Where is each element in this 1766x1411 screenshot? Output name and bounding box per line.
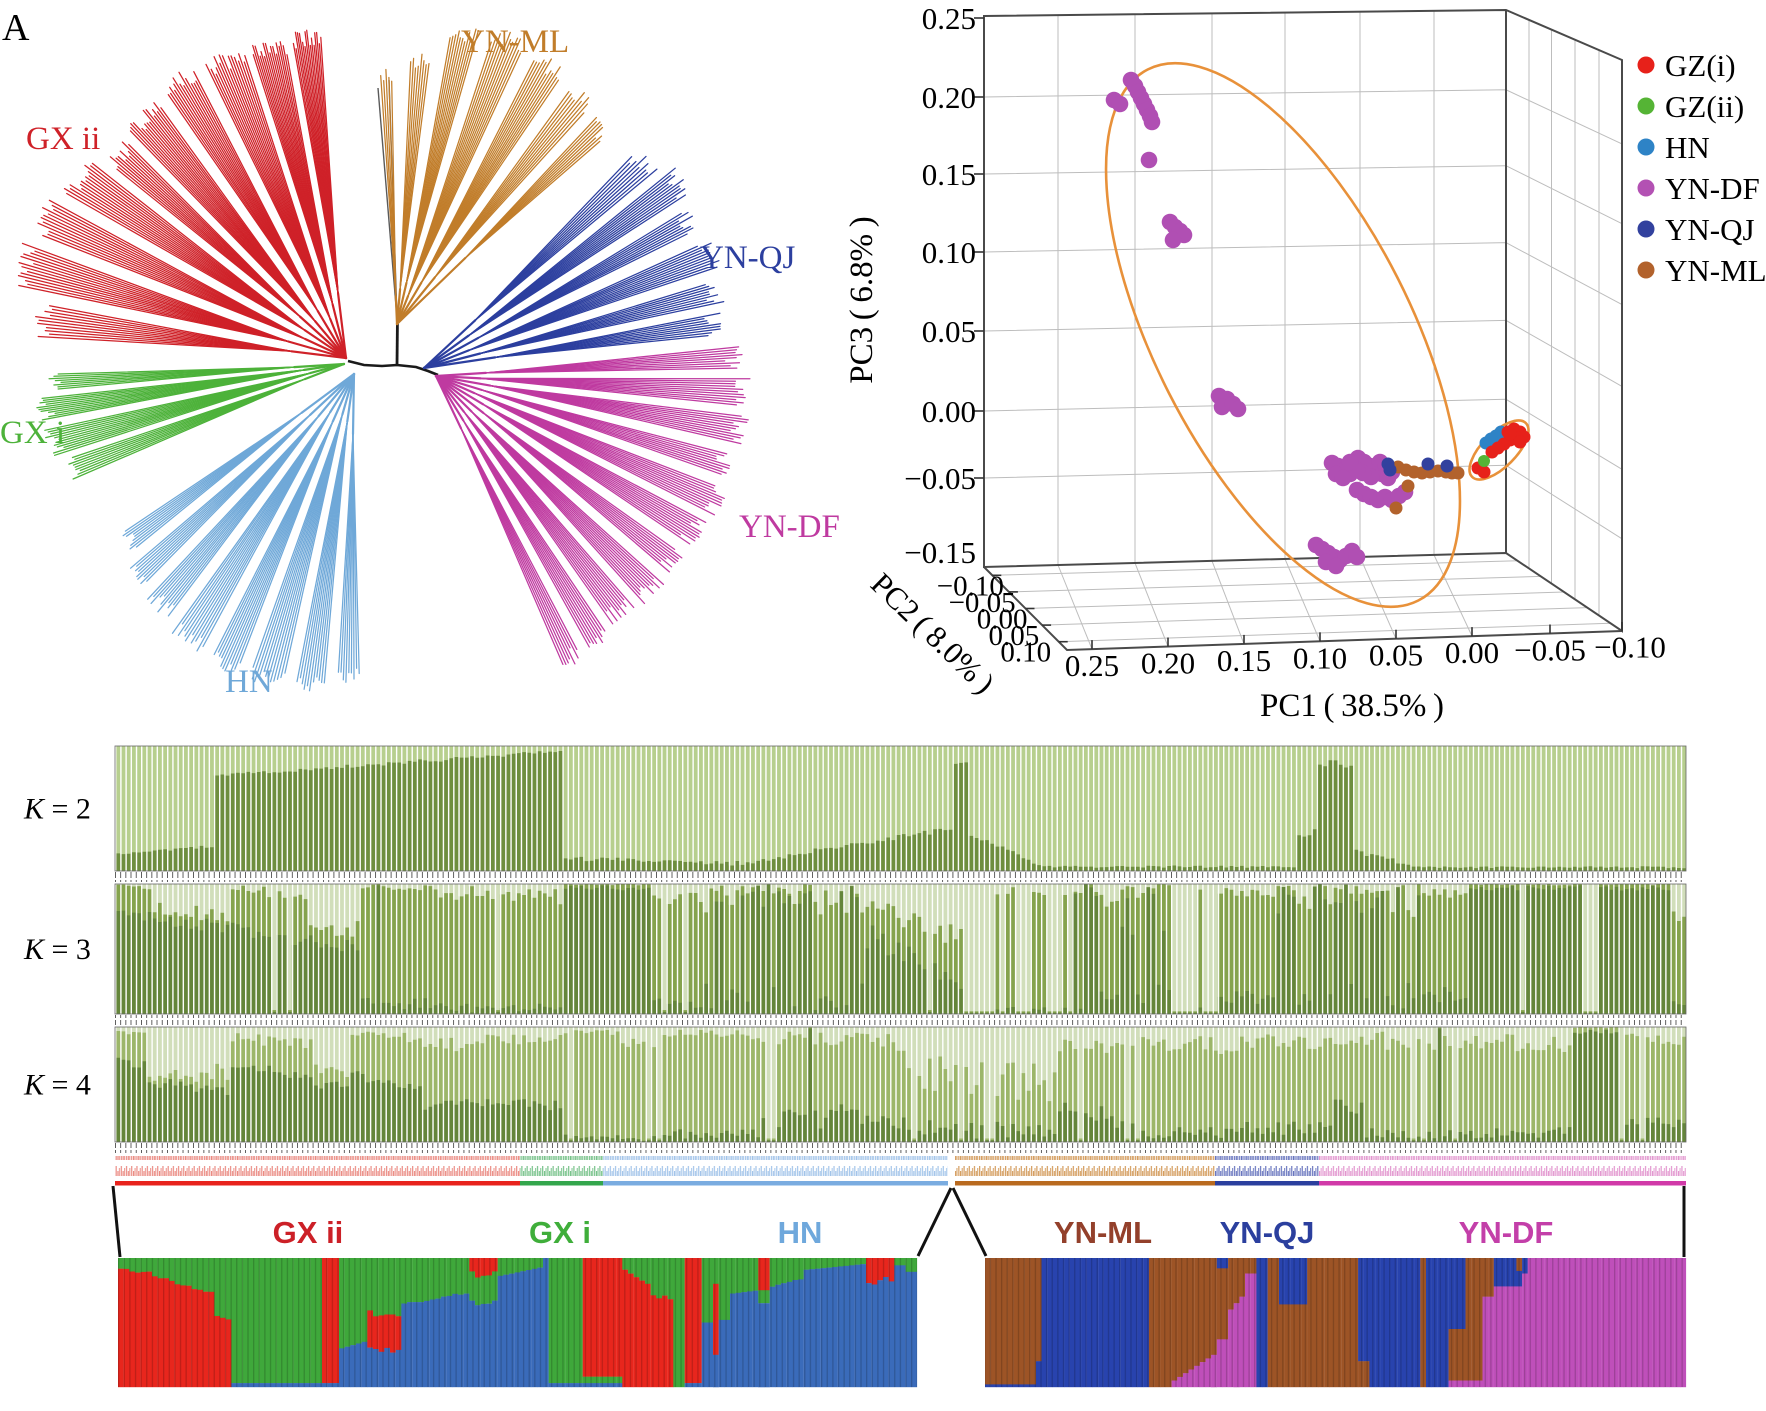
svg-text:YN-DF: YN-DF	[1459, 1215, 1554, 1250]
svg-text:YN-QJ: YN-QJ	[700, 240, 795, 276]
svg-text:YN-DF: YN-DF	[739, 509, 840, 545]
svg-text:0.25: 0.25	[1065, 648, 1119, 683]
svg-text:K = 2: K = 2	[23, 793, 91, 826]
svg-text:0.05: 0.05	[922, 314, 976, 349]
svg-text:−0.05: −0.05	[1514, 633, 1586, 668]
svg-text:YN-ML: YN-ML	[1665, 253, 1766, 288]
svg-text:HN: HN	[225, 664, 273, 700]
svg-text:YN-DF: YN-DF	[1665, 171, 1760, 206]
svg-text:0.25: 0.25	[922, 1, 976, 36]
svg-text:PC1 ( 38.5% ): PC1 ( 38.5% )	[1260, 688, 1444, 724]
svg-text:GX ii: GX ii	[273, 1215, 344, 1250]
svg-text:0.10: 0.10	[1000, 637, 1051, 669]
svg-text:YN-QJ: YN-QJ	[1220, 1215, 1315, 1250]
svg-text:HN: HN	[1665, 130, 1710, 165]
svg-text:GX ii: GX ii	[26, 121, 100, 157]
svg-text:0.20: 0.20	[1141, 646, 1195, 681]
svg-text:−0.10: −0.10	[1594, 630, 1666, 665]
svg-text:YN-ML: YN-ML	[461, 24, 569, 60]
svg-text:0.00: 0.00	[922, 394, 976, 429]
svg-text:0.00: 0.00	[1445, 635, 1499, 670]
svg-text:YN-QJ: YN-QJ	[1665, 212, 1755, 247]
svg-text:0.20: 0.20	[922, 80, 976, 115]
svg-text:0.15: 0.15	[922, 157, 976, 192]
svg-text:−0.15: −0.15	[904, 535, 976, 570]
svg-text:K = 3: K = 3	[23, 933, 91, 966]
svg-text:A: A	[2, 7, 30, 49]
svg-text:0.15: 0.15	[1217, 643, 1271, 678]
svg-text:0.10: 0.10	[1293, 640, 1347, 675]
svg-text:GZ(ii): GZ(ii)	[1665, 89, 1744, 124]
svg-text:K = 4: K = 4	[23, 1069, 91, 1102]
svg-text:GZ(i): GZ(i)	[1665, 48, 1736, 83]
svg-text:GX i: GX i	[529, 1215, 591, 1250]
svg-text:−0.05: −0.05	[904, 461, 976, 496]
svg-text:HN: HN	[778, 1215, 823, 1250]
svg-text:GX i: GX i	[0, 415, 65, 451]
svg-text:PC3 ( 6.8% ): PC3 ( 6.8% )	[844, 216, 880, 383]
svg-text:YN-ML: YN-ML	[1054, 1215, 1152, 1250]
svg-text:0.05: 0.05	[1369, 638, 1423, 673]
svg-text:0.10: 0.10	[922, 235, 976, 270]
